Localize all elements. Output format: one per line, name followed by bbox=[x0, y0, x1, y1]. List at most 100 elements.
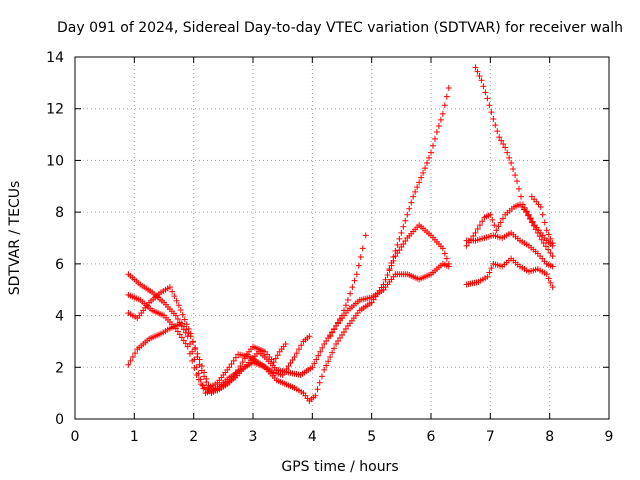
data-point bbox=[495, 223, 502, 230]
data-point bbox=[439, 245, 446, 252]
data-point bbox=[230, 373, 237, 380]
x-tick-label: 5 bbox=[367, 429, 376, 445]
data-point bbox=[541, 219, 548, 226]
data-point bbox=[357, 253, 364, 260]
data-point bbox=[500, 141, 507, 148]
data-point bbox=[526, 216, 533, 223]
data-point bbox=[538, 236, 545, 243]
data-point bbox=[241, 355, 248, 362]
data-point bbox=[484, 273, 491, 280]
data-point bbox=[437, 116, 444, 123]
data-point bbox=[274, 352, 281, 359]
y-tick-label: 2 bbox=[55, 360, 64, 376]
x-tick-label: 0 bbox=[71, 429, 80, 445]
data-point bbox=[412, 188, 419, 195]
data-point bbox=[498, 137, 505, 144]
data-point bbox=[203, 375, 210, 382]
data-point bbox=[472, 64, 479, 71]
data-point bbox=[396, 247, 403, 254]
data-point bbox=[433, 128, 440, 135]
data-point bbox=[424, 160, 431, 167]
data-point bbox=[547, 249, 554, 256]
data-point bbox=[476, 222, 483, 229]
y-tick-label: 0 bbox=[55, 412, 64, 428]
data-point bbox=[235, 366, 242, 373]
data-point bbox=[372, 293, 379, 300]
data-point bbox=[396, 235, 403, 242]
data-point bbox=[502, 144, 509, 151]
data-point bbox=[194, 350, 201, 357]
data-point bbox=[228, 361, 235, 368]
data-point bbox=[441, 102, 448, 109]
data-point bbox=[317, 348, 324, 355]
data-point bbox=[355, 262, 362, 269]
data-point bbox=[514, 178, 521, 185]
data-point bbox=[493, 227, 500, 234]
data-point bbox=[182, 340, 189, 347]
data-point bbox=[445, 260, 452, 267]
data-point bbox=[479, 218, 486, 225]
y-tick-label: 8 bbox=[55, 205, 64, 221]
data-point bbox=[327, 333, 334, 340]
data-point bbox=[318, 373, 325, 380]
data-point bbox=[549, 284, 556, 291]
data-point bbox=[476, 72, 483, 79]
data-point bbox=[486, 269, 493, 276]
data-point bbox=[404, 211, 411, 218]
data-point bbox=[335, 337, 342, 344]
data-point bbox=[497, 219, 504, 226]
data-point bbox=[172, 312, 179, 319]
data-point bbox=[474, 225, 481, 232]
data-point bbox=[545, 275, 552, 282]
data-point bbox=[506, 154, 513, 161]
data-point bbox=[534, 229, 541, 236]
data-point bbox=[179, 311, 186, 318]
data-point bbox=[189, 357, 196, 364]
data-point bbox=[490, 116, 497, 123]
data-point bbox=[524, 212, 531, 219]
data-point bbox=[482, 89, 489, 96]
x-axis-label: GPS time / hours bbox=[281, 459, 398, 475]
data-point bbox=[196, 356, 203, 363]
plot-frame bbox=[74, 56, 610, 420]
data-point bbox=[184, 343, 191, 350]
data-point bbox=[183, 326, 190, 333]
data-point bbox=[340, 328, 347, 335]
data-point bbox=[293, 350, 300, 357]
data-point bbox=[129, 353, 136, 360]
data-point bbox=[537, 203, 544, 210]
data-point bbox=[443, 93, 450, 100]
data-point bbox=[512, 172, 519, 179]
data-point bbox=[489, 216, 496, 223]
data-point bbox=[186, 350, 193, 357]
data-point bbox=[201, 369, 208, 376]
data-point bbox=[394, 241, 401, 248]
data-point bbox=[529, 218, 536, 225]
data-point bbox=[463, 242, 470, 249]
data-point bbox=[335, 319, 342, 326]
data-point bbox=[333, 322, 340, 329]
data-point bbox=[195, 376, 202, 383]
x-tick-label: 7 bbox=[486, 429, 495, 445]
data-point bbox=[429, 142, 436, 149]
data-point bbox=[542, 243, 549, 250]
data-point bbox=[439, 110, 446, 117]
data-point bbox=[418, 174, 425, 181]
data-point bbox=[517, 193, 524, 200]
data-point bbox=[386, 266, 393, 273]
y-tick-label: 6 bbox=[55, 257, 64, 273]
data-point bbox=[192, 344, 199, 351]
data-point bbox=[295, 346, 302, 353]
data-point bbox=[239, 359, 246, 366]
data-point bbox=[200, 385, 207, 392]
data-point bbox=[230, 357, 237, 364]
data-point bbox=[178, 334, 185, 341]
data-point bbox=[545, 231, 552, 238]
data-point bbox=[398, 244, 405, 251]
data-point bbox=[127, 357, 134, 364]
data-point bbox=[331, 326, 338, 333]
data-point bbox=[173, 297, 180, 304]
data-point bbox=[445, 85, 452, 92]
data-point bbox=[496, 134, 503, 141]
